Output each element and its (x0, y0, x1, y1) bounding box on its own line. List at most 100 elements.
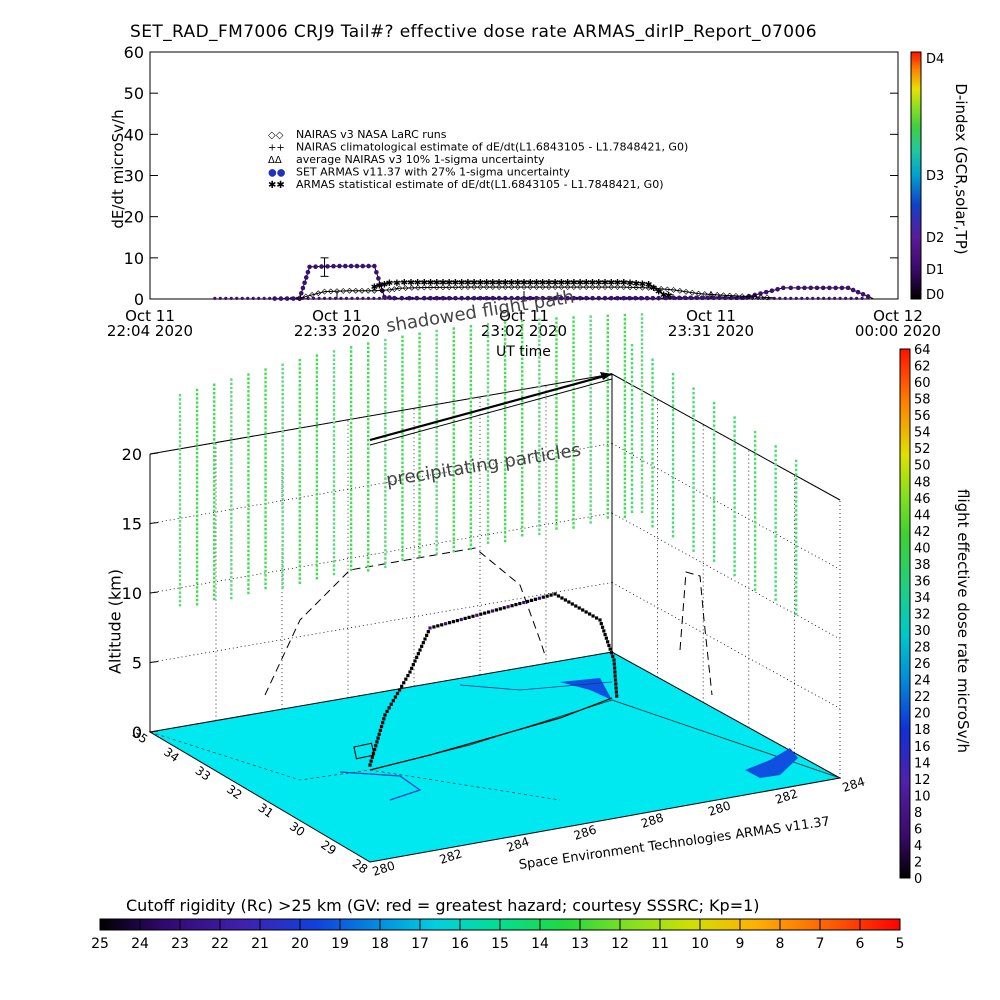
armas-baseline-point (783, 296, 787, 300)
armas-stat-point: ✱ (483, 279, 491, 289)
armas-point (325, 264, 330, 269)
top-xtick-label-day: Oct 11 (686, 307, 736, 325)
nairas-point (440, 284, 446, 291)
legend-entry: average NAIRAS v3 10% 1-sigma uncertaint… (296, 153, 545, 166)
armas-stat-point: ✱ (464, 279, 472, 289)
colorbar-tick: 14 (914, 756, 931, 771)
flight-path-point (529, 598, 534, 602)
flight-path-point (463, 616, 467, 621)
armas-point (392, 295, 397, 301)
armas-point (509, 295, 514, 301)
nairas-point (315, 290, 322, 297)
armas-baseline-point (844, 296, 848, 300)
armas-point (596, 295, 602, 301)
armas-point (795, 285, 801, 291)
x-tick-label: 282 (438, 846, 464, 866)
armas-point (845, 285, 851, 291)
top-xtick-label-time: 23:31 2020 (668, 322, 754, 340)
flight-path-point (374, 744, 378, 748)
dindex-label: D-index (GCR,solar,TP) (952, 83, 970, 255)
flight-path-point (549, 593, 553, 597)
top-xtick-label-day: Oct 12 (873, 307, 923, 325)
armas-point (711, 295, 716, 301)
flight-path-point (570, 602, 574, 606)
nairas-point (340, 288, 347, 294)
armas-baseline-point (311, 296, 316, 300)
colorbar-tick: 12 (914, 773, 931, 788)
flight-path-point (514, 603, 518, 607)
z-tick-mark (149, 522, 159, 524)
armas-point (705, 295, 711, 301)
armas-stat-point: ✱ (452, 279, 460, 289)
cutoff-tick-label: 20 (291, 936, 309, 952)
top-xtick-label-day: Oct 11 (312, 307, 362, 325)
armas-point (348, 263, 354, 269)
nairas-point (751, 293, 758, 300)
armas-stat-point: ✱ (371, 283, 379, 293)
nairas-point (408, 284, 415, 291)
nairas-point (645, 284, 652, 291)
flight-path-point (584, 610, 588, 614)
nairas-point (402, 285, 409, 292)
cutoff-tick-label: 14 (531, 936, 549, 952)
armas-stat-point: ✱ (427, 279, 435, 289)
top-xtick-label-day: Oct 11 (499, 307, 549, 325)
flight-path-point (382, 717, 386, 721)
armas-stat-point: ✱ (502, 279, 510, 289)
top-ytick-label: 10 (124, 249, 144, 268)
armas-stat-point: ✱ (381, 280, 389, 290)
flight-path-point (368, 763, 372, 767)
flight-path-point (411, 663, 415, 667)
x-tick-label: 286 (572, 822, 598, 842)
armas-point (752, 292, 758, 298)
nairas-point (464, 284, 471, 291)
colorbar-label: flight effective dose rate microSv/h (954, 489, 972, 754)
flight-path-point (371, 751, 376, 756)
armas-point (272, 296, 277, 301)
armas-stat-point: ✱ (445, 279, 453, 289)
nairas-point (302, 293, 309, 300)
flight-path-point (522, 600, 526, 605)
cutoff-tick-label: 24 (131, 936, 149, 952)
flight-path-point (420, 644, 424, 648)
nairas-point (608, 284, 615, 290)
nairas-point (421, 284, 428, 291)
flight-path-point (400, 684, 404, 688)
flight-path-point (537, 596, 541, 600)
flight-path-point (436, 624, 440, 628)
flight-path-point (606, 640, 610, 644)
armas-point (354, 263, 360, 269)
shadow-projection-back (264, 547, 546, 696)
armas-baseline-point (240, 296, 244, 300)
flight-path-point (378, 728, 382, 732)
armas-point (552, 295, 558, 301)
nairas-point (371, 287, 378, 294)
colorbar-tick: 4 (914, 839, 922, 854)
flight-path-point (502, 606, 506, 610)
flight-path-point (426, 630, 430, 634)
armas-point (305, 269, 311, 275)
top-xtick-label-time: 22:04 2020 (107, 322, 193, 340)
z-tick-mark (149, 452, 159, 455)
nairas-point (378, 287, 385, 294)
armas-point (590, 295, 595, 301)
nairas-point (676, 287, 683, 294)
armas-stat-point: ✱ (632, 280, 640, 290)
flight-path-point (389, 702, 393, 706)
armas-point (434, 295, 440, 301)
coastline-patch (745, 748, 798, 778)
colorbar-tick: 26 (914, 657, 931, 672)
nairas-point (533, 284, 540, 290)
cutoff-tick-label: 16 (451, 936, 469, 952)
nairas-point (346, 287, 353, 294)
armas-point (546, 295, 552, 301)
armas-point (374, 269, 379, 275)
armas-point (699, 295, 705, 301)
nairas-point (334, 288, 340, 295)
flight-path-point (526, 599, 530, 604)
armas-point (781, 285, 786, 291)
armas-point (376, 276, 381, 281)
armas-point (503, 295, 508, 301)
legend-symbol: ΔΔ (268, 155, 282, 166)
nairas-point (452, 284, 459, 291)
